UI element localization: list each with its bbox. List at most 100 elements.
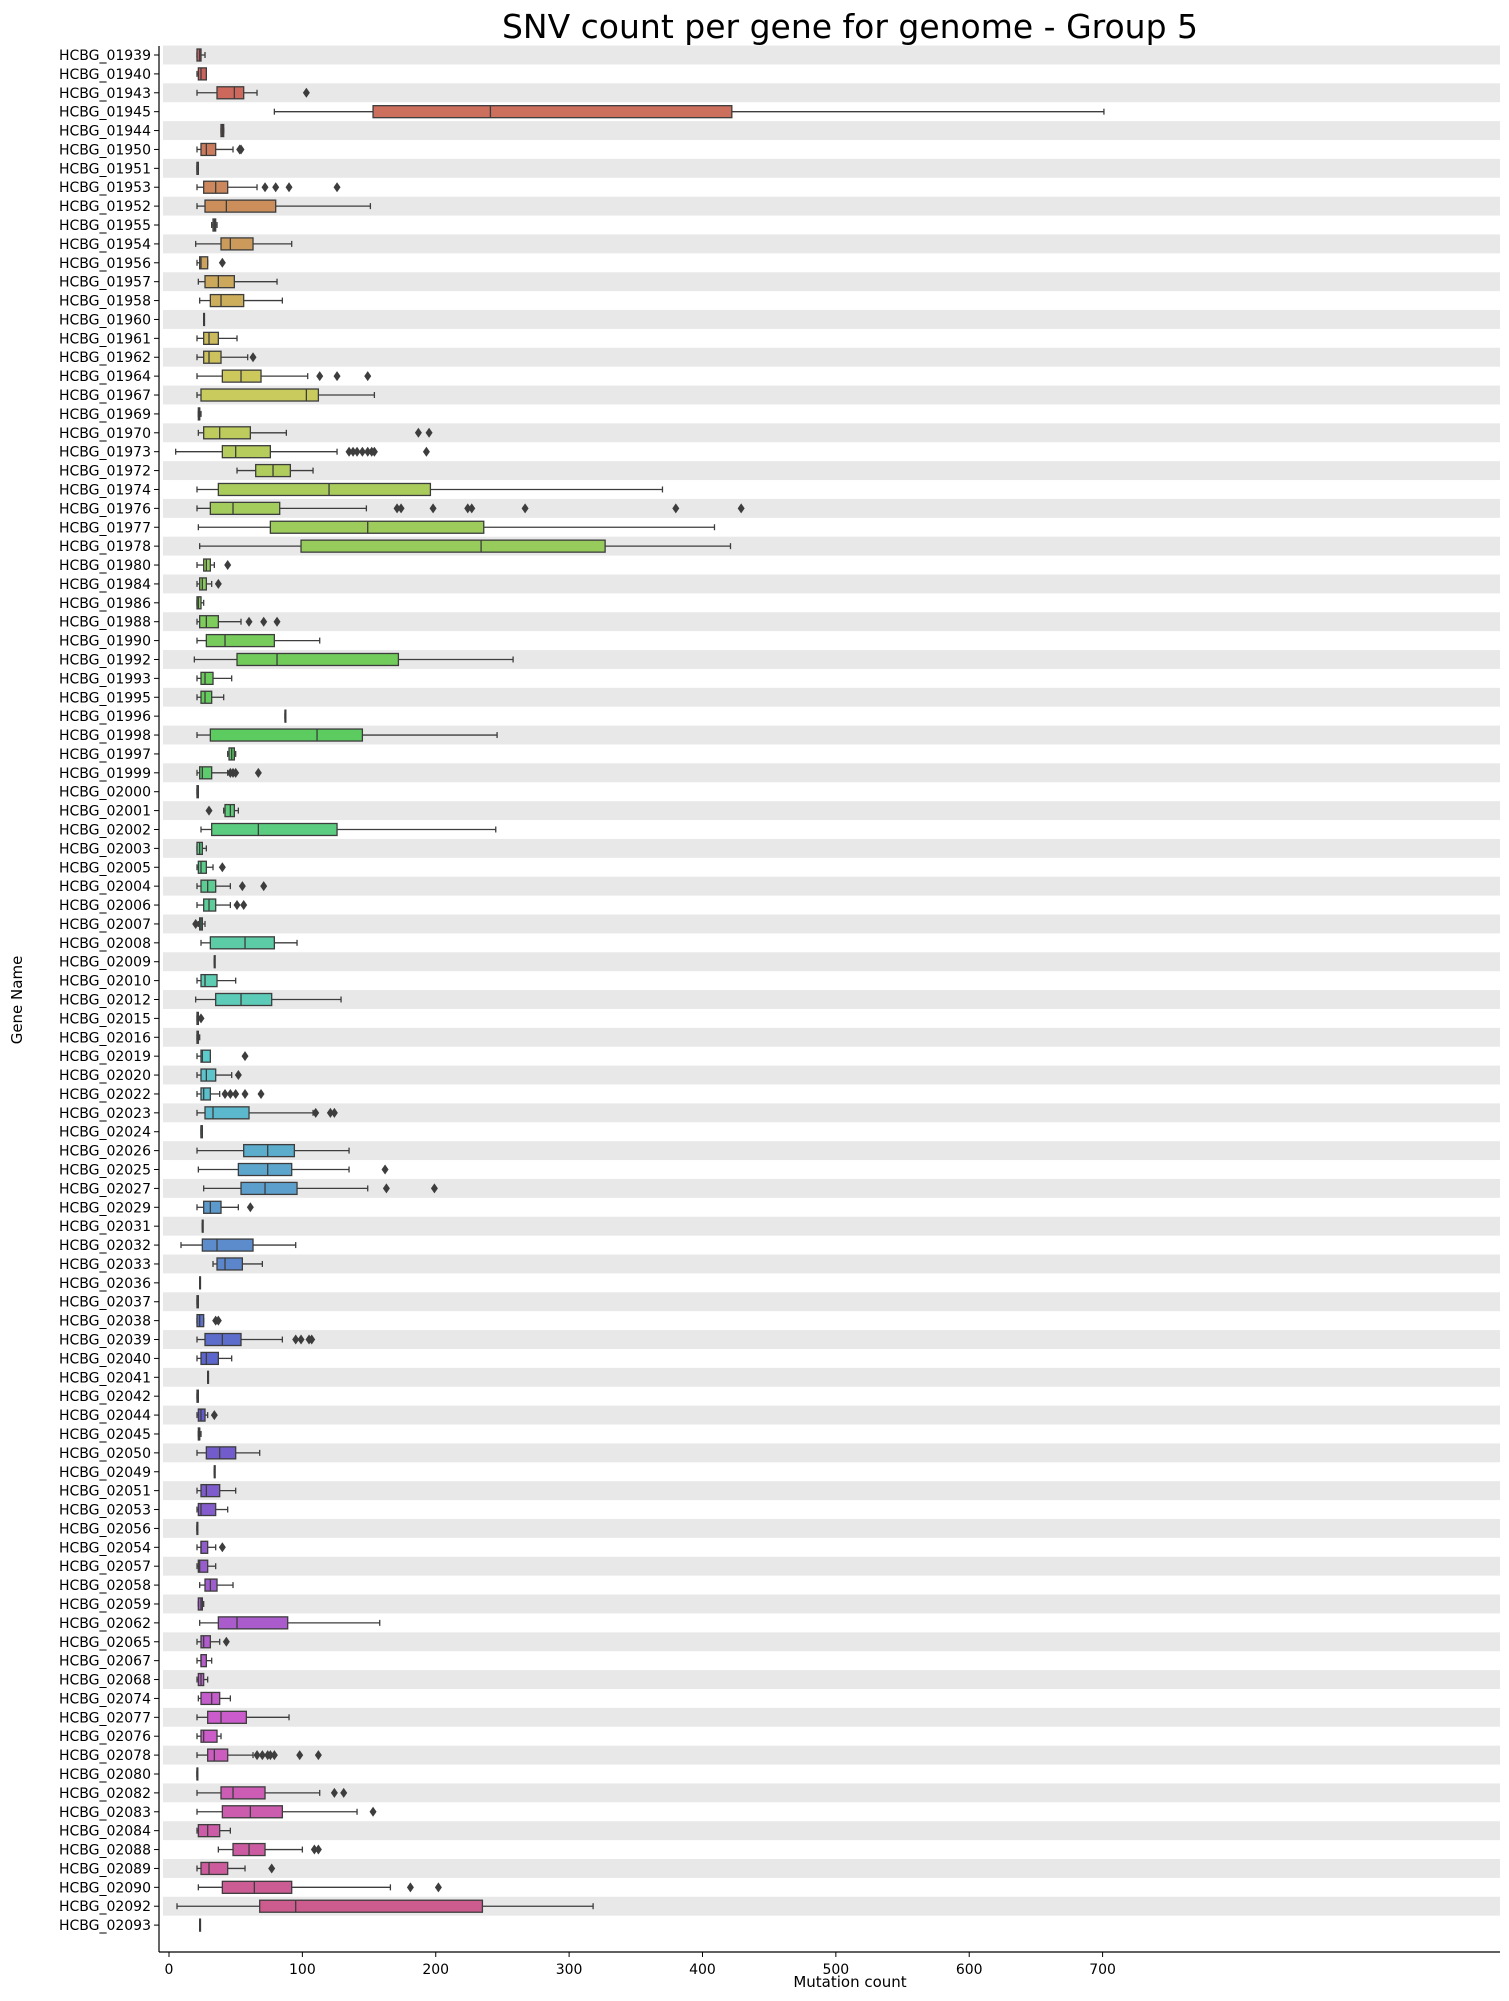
gene-box <box>196 1332 316 1347</box>
y-tick-label: HCBG_01988 <box>59 615 151 631</box>
y-tick-label: HCBG_02083 <box>59 1805 151 1821</box>
iqr-box <box>196 48 202 62</box>
x-tick-label: 100 <box>289 1962 316 1978</box>
gene-box <box>196 86 310 100</box>
y-tick-label: HCBG_02065 <box>59 1635 151 1651</box>
row-band <box>163 158 1500 178</box>
row-band <box>163 687 1500 707</box>
iqr-box <box>200 1351 219 1366</box>
row-band <box>163 952 1500 972</box>
outlier-point <box>521 503 529 514</box>
row-band <box>163 461 1500 481</box>
iqr-box <box>199 577 207 591</box>
y-tick-label: HCBG_01993 <box>59 671 151 687</box>
row-band <box>163 83 1500 103</box>
row-band <box>163 574 1500 594</box>
y-tick-label: HCBG_01996 <box>59 709 151 725</box>
gene-box <box>196 482 664 497</box>
y-tick-label: HCBG_02038 <box>59 1314 151 1330</box>
row-band <box>163 763 1500 783</box>
gene-box <box>196 973 237 988</box>
iqr-box <box>203 350 222 364</box>
outlier-point <box>218 862 226 873</box>
outlier-point <box>273 616 281 627</box>
y-tick-label: HCBG_02029 <box>59 1200 151 1216</box>
row-band <box>163 1405 1500 1425</box>
row-band <box>163 1632 1500 1652</box>
iqr-box <box>197 1597 203 1611</box>
row-band <box>163 612 1500 632</box>
outlier-point <box>226 1088 234 1099</box>
iqr-box <box>200 1068 217 1082</box>
y-tick-label: HCBG_01969 <box>59 407 151 423</box>
iqr-box <box>237 1162 293 1177</box>
y-tick-label: HCBG_01964 <box>59 369 151 385</box>
outlier-point <box>258 1750 266 1761</box>
y-tick-label: HCBG_01954 <box>59 237 151 253</box>
outlier-point <box>266 1750 274 1761</box>
y-tick-label: HCBG_01953 <box>59 180 151 196</box>
y-tick-label: HCBG_01951 <box>59 161 151 177</box>
gene-box <box>196 577 222 591</box>
y-tick-label: HCBG_02067 <box>59 1654 151 1670</box>
outlier-point <box>260 881 268 892</box>
y-tick-label: HCBG_02027 <box>59 1181 151 1197</box>
gene-box <box>196 331 238 346</box>
x-tick-label: 400 <box>689 1962 716 1978</box>
gene-box <box>197 520 716 534</box>
iqr-box <box>221 445 272 459</box>
y-tick-label: HCBG_02074 <box>59 1691 151 1707</box>
gene-box <box>196 1748 322 1762</box>
row-band <box>163 1518 1500 1538</box>
y-tick-label: HCBG_02057 <box>59 1559 151 1575</box>
outlier-point <box>308 1334 316 1345</box>
row-band <box>163 876 1500 896</box>
gene-box <box>220 123 225 138</box>
y-tick-label: HCBG_01984 <box>59 577 151 593</box>
gene-box <box>197 1880 442 1894</box>
outlier-point <box>237 144 245 155</box>
row-band <box>163 1254 1500 1274</box>
y-tick-label: HCBG_02040 <box>59 1351 151 1367</box>
gene-box <box>196 860 226 874</box>
outlier-point <box>272 182 280 193</box>
iqr-box <box>259 1899 484 1913</box>
row-band <box>163 1556 1500 1576</box>
gene-box <box>196 728 498 742</box>
iqr-box <box>203 426 252 440</box>
outlier-point <box>233 900 241 911</box>
gene-box <box>213 1465 216 1479</box>
row-band <box>163 1594 1500 1614</box>
y-tick-label: HCBG_02051 <box>59 1484 151 1500</box>
outlier-point <box>222 1636 230 1647</box>
gene-box <box>273 105 1105 119</box>
x-tick-labels: 0 100 200 300 400 500 600 700 <box>165 1952 1116 1978</box>
outlier-point <box>234 1070 242 1081</box>
y-tick-label: HCBG_02005 <box>59 860 151 876</box>
row-band <box>163 914 1500 934</box>
y-tick-label: HCBG_02080 <box>59 1767 151 1783</box>
row-band <box>163 725 1500 745</box>
gene-box <box>205 803 240 818</box>
gene-box <box>197 426 433 440</box>
gene-box <box>199 1276 202 1290</box>
y-tick-label: HCBG_01978 <box>59 539 151 555</box>
gene-box <box>196 1635 230 1649</box>
row-band <box>163 1821 1500 1841</box>
iqr-box <box>203 331 219 346</box>
iqr-box <box>200 142 217 157</box>
row-band <box>163 838 1500 858</box>
outlier-point <box>292 1334 300 1345</box>
iqr-box <box>199 615 219 629</box>
outlier-point <box>349 446 357 457</box>
outlier-point <box>468 503 476 514</box>
y-tick-label: HCBG_02012 <box>59 993 151 1009</box>
y-tick-label: HCBG_01967 <box>59 388 151 404</box>
outlier-point <box>364 446 372 457</box>
gene-box <box>193 652 514 667</box>
row-band <box>163 1141 1500 1161</box>
gene-box <box>196 1011 205 1026</box>
gene-box <box>196 67 207 81</box>
y-tick-label: HCBG_02045 <box>59 1427 151 1443</box>
iqr-box <box>197 1502 217 1517</box>
